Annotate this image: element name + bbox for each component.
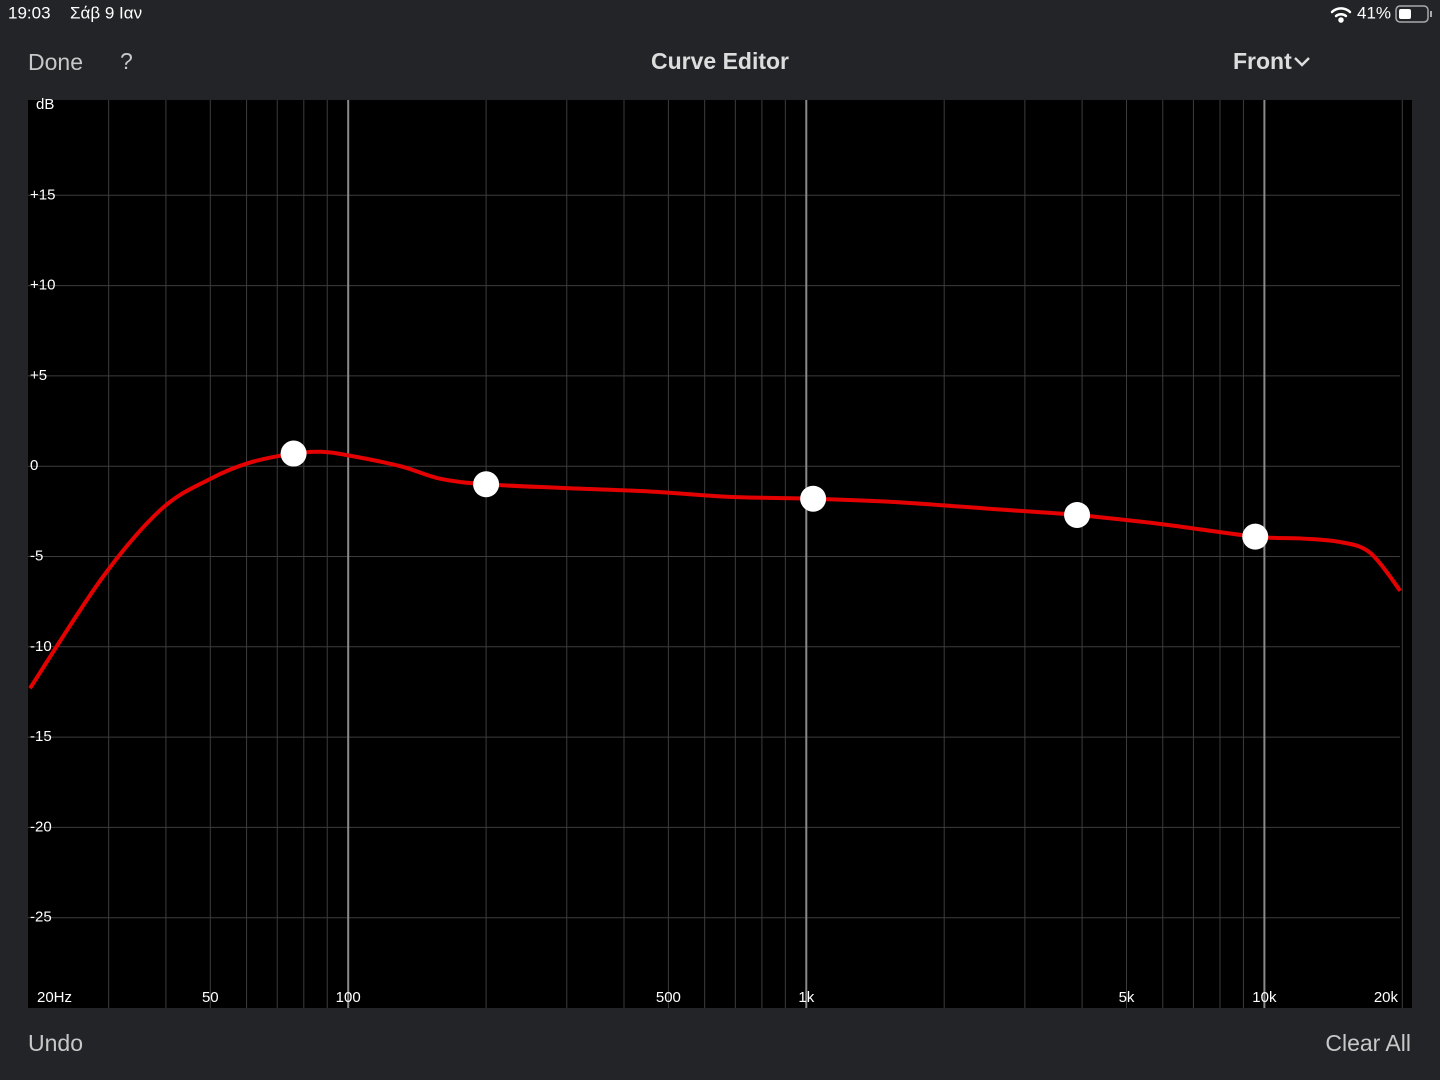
control-point[interactable] xyxy=(473,471,500,498)
done-button[interactable]: Done xyxy=(28,49,83,75)
control-point[interactable] xyxy=(800,485,827,512)
x-tick-label: 1k xyxy=(798,989,814,1006)
grid: +15 +10 +5 0 -5 -10 -15 -20 -25 20Hz 50 100 500 1k 5k 1… xyxy=(28,100,1403,1008)
y-axis-label: dB xyxy=(36,96,54,113)
y-tick-label: -10 xyxy=(30,638,52,655)
battery-percent: 41% xyxy=(1357,3,1391,22)
nav-title: Curve Editor xyxy=(651,48,789,74)
y-tick-label: -15 xyxy=(30,728,52,745)
clear-all-button[interactable]: Clear All xyxy=(1325,1030,1411,1056)
front-menu[interactable]: Front xyxy=(1233,48,1292,74)
status-date: Σάβ 9 Ιαν xyxy=(70,3,142,22)
plot-area xyxy=(28,100,1412,1008)
x-tick-label: 20k xyxy=(1374,989,1399,1006)
help-button[interactable]: ? xyxy=(120,48,133,74)
x-tick-label: 10k xyxy=(1252,989,1277,1006)
control-point[interactable] xyxy=(1064,501,1091,528)
undo-button[interactable]: Undo xyxy=(28,1030,83,1056)
wifi-icon xyxy=(1330,7,1352,23)
y-tick-label: +5 xyxy=(30,367,47,384)
y-tick-label: 0 xyxy=(30,457,38,474)
control-point[interactable] xyxy=(1242,523,1269,550)
y-tick-label: +15 xyxy=(30,186,55,203)
battery-icon xyxy=(1395,5,1432,23)
x-tick-label: 5k xyxy=(1119,989,1135,1006)
y-tick-label: -5 xyxy=(30,547,43,564)
x-tick-label: 500 xyxy=(656,989,681,1006)
y-tick-label: -25 xyxy=(30,909,52,926)
x-tick-label: 50 xyxy=(202,989,219,1006)
y-tick-label: -20 xyxy=(30,818,52,835)
marks xyxy=(28,440,1402,690)
menu-chevron[interactable] xyxy=(1294,57,1310,67)
y-tick-label: +10 xyxy=(30,277,55,294)
x-tick-label: 100 xyxy=(336,989,361,1006)
status-time: 19:03 xyxy=(8,3,51,22)
x-tick-label: 20Hz xyxy=(37,989,72,1006)
control-point[interactable] xyxy=(280,440,307,467)
